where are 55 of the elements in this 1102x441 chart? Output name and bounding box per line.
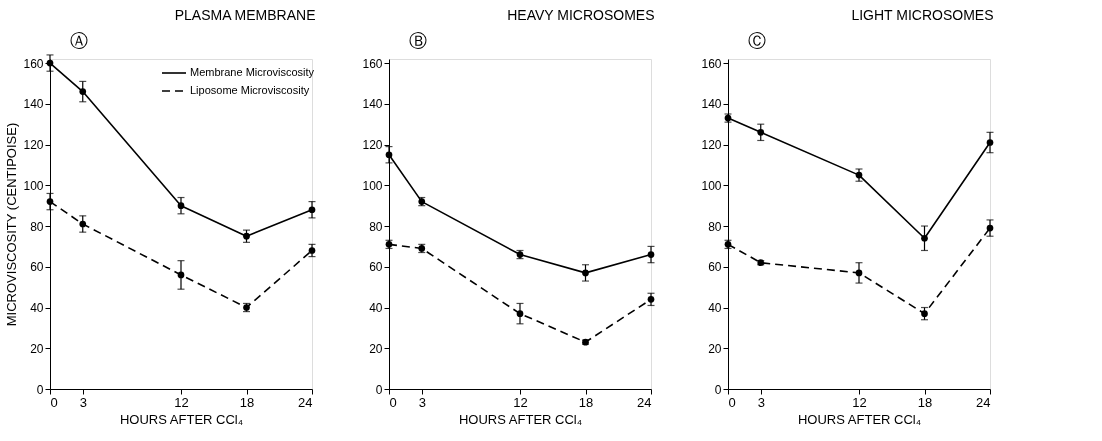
chart-title: LIGHT MICROSOMES bbox=[851, 7, 994, 23]
y-axis-title: MICROVISCOSITY (CENTIPOISE) bbox=[4, 122, 20, 327]
text: Ⓑ bbox=[409, 30, 427, 51]
y-tick-label: 80 bbox=[30, 219, 44, 234]
y-tick-label: 0 bbox=[714, 382, 722, 397]
y-tick-label: 0 bbox=[375, 382, 383, 397]
x-tick-label: 18 bbox=[917, 394, 933, 410]
x-axis-title: HOURS AFTER CCl₄ bbox=[797, 411, 922, 427]
x-tick-label: 12 bbox=[513, 394, 528, 410]
x-tick-label: 18 bbox=[239, 394, 255, 410]
point bbox=[582, 269, 589, 277]
y-tick-label: 140 bbox=[701, 97, 722, 112]
y-tick-label: 60 bbox=[30, 260, 44, 275]
y-tick-label: 40 bbox=[30, 301, 44, 316]
y-tick-label: 100 bbox=[23, 178, 44, 193]
x-tick-label: 0 bbox=[728, 394, 736, 410]
y-tick-label: 160 bbox=[23, 56, 44, 71]
y-tick-label: 120 bbox=[362, 138, 383, 153]
y-tick-label: 20 bbox=[30, 341, 44, 356]
x-tick-label: 0 bbox=[389, 394, 397, 410]
x-tick-label: 3 bbox=[418, 394, 426, 410]
y-tick-label: 40 bbox=[369, 301, 383, 316]
y-tick-label: 120 bbox=[23, 138, 44, 153]
y-tick-label: 80 bbox=[369, 219, 383, 234]
x-tick-label: 12 bbox=[852, 394, 867, 410]
x-tick-label: 24 bbox=[637, 394, 652, 410]
text: Ⓒ bbox=[748, 30, 766, 51]
chart-title: PLASMA MEMBRANE bbox=[174, 7, 316, 23]
y-tick-label: 160 bbox=[701, 56, 722, 71]
x-axis-title: HOURS AFTER CCl₄ bbox=[119, 411, 244, 427]
x-tick-label: 3 bbox=[757, 394, 765, 410]
legend-label: Liposome Microviscosity bbox=[190, 84, 310, 96]
y-tick-label: 140 bbox=[362, 97, 383, 112]
y-tick-label: 60 bbox=[708, 260, 722, 275]
x-tick-label: 24 bbox=[298, 394, 313, 410]
y-tick-label: 100 bbox=[701, 178, 722, 193]
x-tick-label: 18 bbox=[578, 394, 594, 410]
x-tick-label: 0 bbox=[50, 394, 58, 410]
legend-label: Membrane Microviscosity bbox=[190, 66, 315, 78]
x-tick-label: 24 bbox=[976, 394, 991, 410]
text: Ⓐ bbox=[70, 30, 88, 51]
y-tick-label: 0 bbox=[36, 382, 44, 397]
y-tick-label: 100 bbox=[362, 178, 383, 193]
x-tick-label: 3 bbox=[79, 394, 87, 410]
y-tick-label: 140 bbox=[23, 97, 44, 112]
x-tick-label: 12 bbox=[174, 394, 189, 410]
y-tick-label: 120 bbox=[701, 138, 722, 153]
chart-title: HEAVY MICROSOMES bbox=[507, 7, 655, 23]
y-tick-label: 20 bbox=[369, 341, 383, 356]
y-tick-label: 60 bbox=[369, 260, 383, 275]
x-axis-title: HOURS AFTER CCl₄ bbox=[458, 411, 583, 427]
y-tick-label: 80 bbox=[708, 219, 722, 234]
y-tick-label: 40 bbox=[708, 301, 722, 316]
y-tick-label: 160 bbox=[362, 56, 383, 71]
y-tick-label: 20 bbox=[708, 341, 722, 356]
